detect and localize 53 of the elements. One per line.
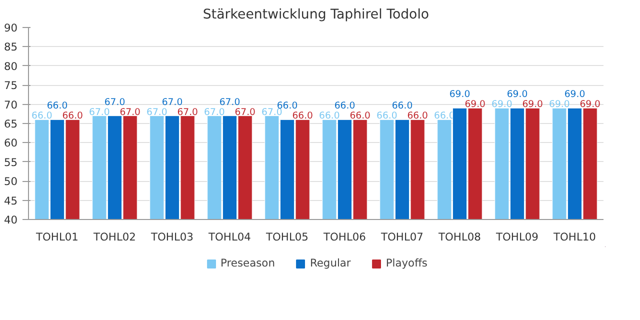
data-label: 69.0 <box>464 99 486 110</box>
y-tick-label: 45 <box>4 194 18 208</box>
data-label: 67.0 <box>204 106 225 118</box>
x-tick-label: TOHL06 <box>322 230 366 244</box>
data-label: 66.0 <box>292 110 314 122</box>
data-label: 67.0 <box>120 106 141 118</box>
data-label: 67.0 <box>146 106 168 118</box>
y-tick-label: 80 <box>4 60 18 73</box>
x-tick-label: TOHL07 <box>380 230 424 244</box>
data-label: 67.0 <box>89 106 110 118</box>
data-label: 67.0 <box>234 106 256 118</box>
data-label: 69.0 <box>506 89 528 100</box>
x-tick-label: TOHL02 <box>92 230 136 244</box>
data-label: 69.0 <box>522 99 544 110</box>
data-label: 69.0 <box>580 99 601 110</box>
data-label: 66.0 <box>334 100 356 112</box>
y-tick-label: 50 <box>4 175 18 188</box>
data-label: 67.0 <box>177 106 198 118</box>
x-tick-label: TOHL10 <box>552 230 596 244</box>
data-label: 66.0 <box>319 110 340 122</box>
y-tick-label: 55 <box>4 156 18 169</box>
y-tick-label: 65 <box>4 118 18 130</box>
x-tick-label: TOHL08 <box>438 230 482 244</box>
y-tick-label: 75 <box>4 79 18 92</box>
data-label: 66.0 <box>350 110 371 122</box>
x-tick-label: TOHL01 <box>35 230 78 244</box>
data-label: 66.0 <box>62 110 84 122</box>
data-label: 69.0 <box>492 99 512 110</box>
y-tick-label: 85 <box>4 40 18 54</box>
data-label: 69.0 <box>564 89 586 100</box>
data-label: 66.0 <box>376 110 398 122</box>
chart-title: Stärkeentwicklung Taphirel Todolo <box>202 8 430 22</box>
y-tick-label: 90 <box>4 22 18 34</box>
data-label: 67.0 <box>262 106 282 118</box>
data-label: 66.0 <box>32 110 52 122</box>
x-tick-label: TOHL03 <box>150 230 194 244</box>
x-tick-label: TOHL05 <box>265 230 308 244</box>
y-tick-label: 60 <box>4 136 18 150</box>
data-label: 66.0 <box>392 100 413 112</box>
legend-label: Playoffs <box>386 256 428 270</box>
x-tick-label: TOHL09 <box>495 230 539 244</box>
data-label: 66.0 <box>46 100 68 112</box>
data-label: 67.0 <box>104 96 126 108</box>
data-label: 66.0 <box>407 110 428 122</box>
legend-label: Regular <box>310 256 351 270</box>
y-tick-label: 40 <box>4 214 18 226</box>
data-label: 69.0 <box>549 99 570 110</box>
y-tick-label: 70 <box>4 98 18 112</box>
data-label: 69.0 <box>449 89 470 100</box>
data-label: 67.0 <box>162 96 183 108</box>
data-label: 67.0 <box>219 96 240 108</box>
legend-label: Preseason <box>220 256 275 270</box>
x-tick-label: TOHL04 <box>208 230 252 244</box>
